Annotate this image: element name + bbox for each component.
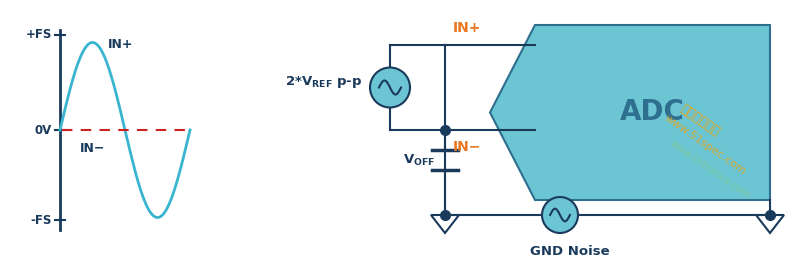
Text: ADC: ADC	[620, 99, 685, 127]
Text: www.cntronics.com: www.cntronics.com	[668, 139, 752, 201]
Text: www.51spec.com: www.51spec.com	[662, 113, 748, 177]
Text: IN−: IN−	[453, 140, 481, 154]
Text: $\mathbf{V_{OFF}}$: $\mathbf{V_{OFF}}$	[403, 153, 435, 168]
Text: -FS: -FS	[31, 214, 52, 227]
Text: GND Noise: GND Noise	[531, 245, 610, 258]
Circle shape	[370, 68, 410, 107]
Polygon shape	[490, 25, 770, 200]
Text: 环球电气之家: 环球电气之家	[678, 102, 722, 138]
Text: +FS: +FS	[25, 29, 52, 42]
Text: IN−: IN−	[80, 141, 105, 154]
Text: 0V: 0V	[35, 123, 52, 137]
Text: IN+: IN+	[108, 39, 133, 52]
Text: 2*$\mathbf{V}_{\bf{REF}}$ p-p: 2*$\mathbf{V}_{\bf{REF}}$ p-p	[285, 75, 362, 90]
Text: IN+: IN+	[453, 21, 481, 35]
Circle shape	[542, 197, 578, 233]
